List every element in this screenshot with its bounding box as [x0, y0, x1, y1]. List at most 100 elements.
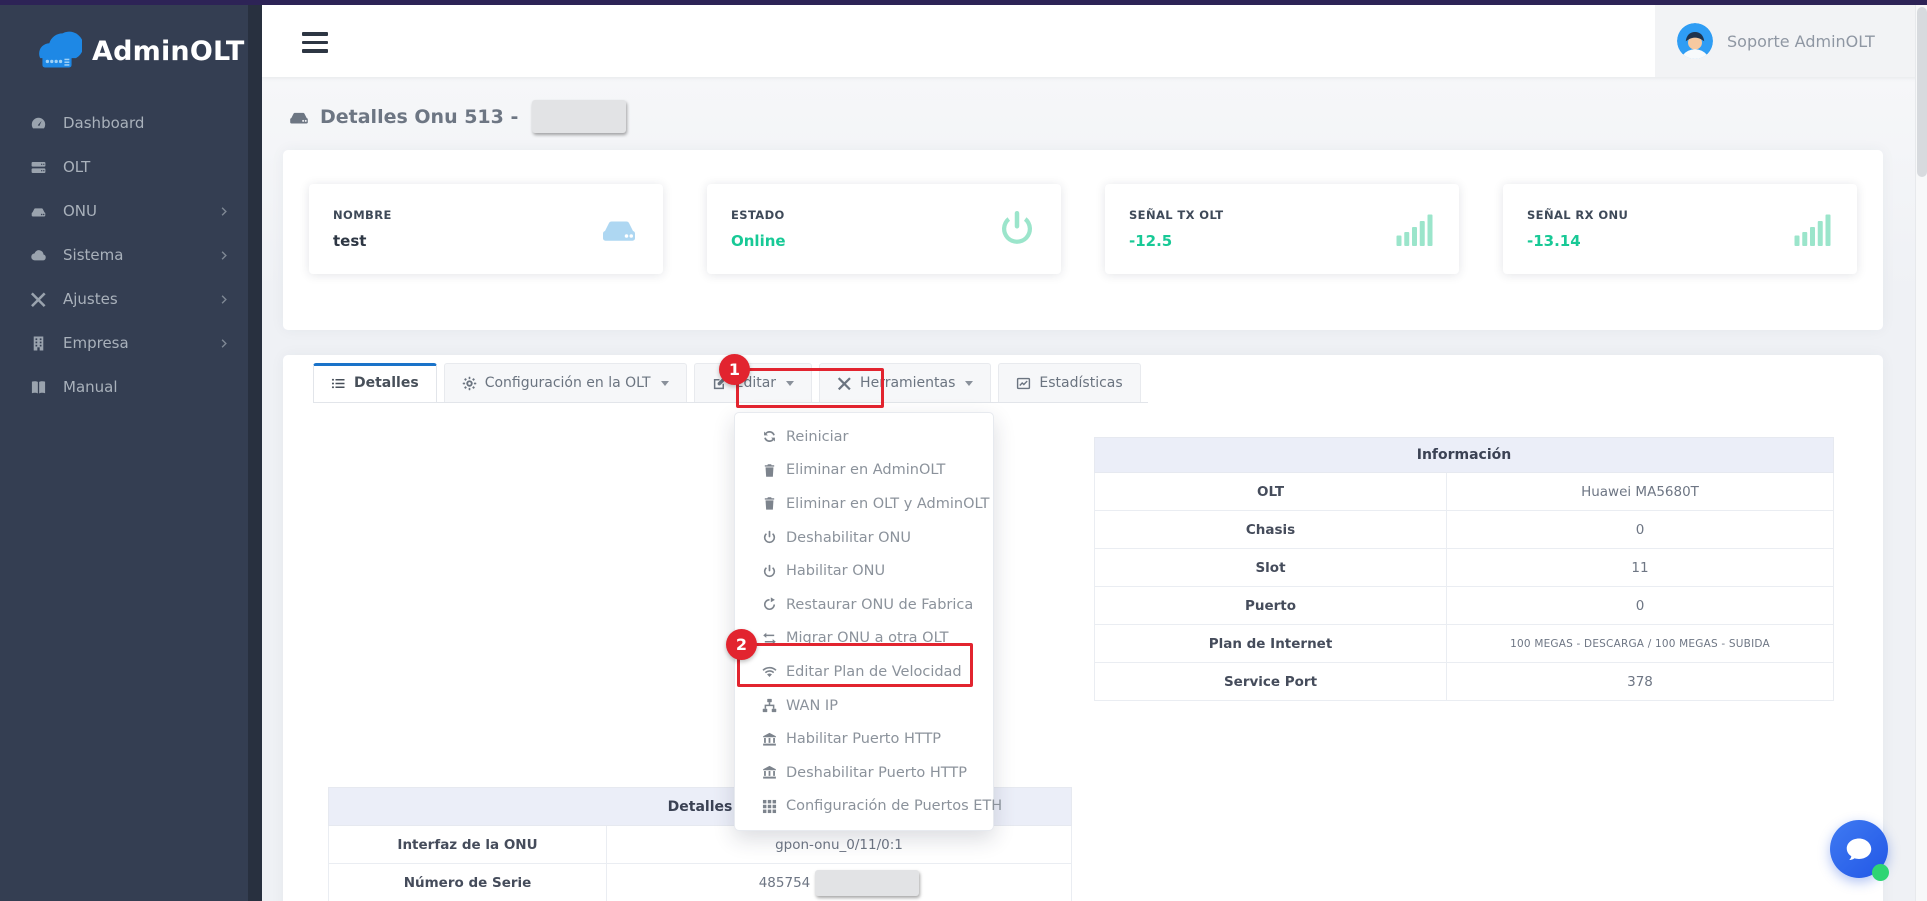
page-scrollbar[interactable] [1915, 5, 1927, 901]
menu-item-label: Restaurar ONU de Fabrica [786, 596, 974, 613]
info-row-label: Slot [1094, 548, 1447, 587]
sync-icon [762, 429, 777, 444]
menu-item-editar-plan-de-velocidad[interactable]: Editar Plan de Velocidad [735, 655, 993, 689]
tools-icon [837, 376, 852, 391]
trash-icon [762, 463, 777, 478]
menu-item-restaurar-onu-de-fabrica[interactable]: Restaurar ONU de Fabrica [735, 588, 993, 622]
sidebar-item-sistema[interactable]: Sistema [0, 233, 248, 277]
sidebar-item-dashboard[interactable]: Dashboard [0, 101, 248, 145]
menu-item-wan-ip[interactable]: WAN IP [735, 689, 993, 723]
user-name: Soporte AdminOLT [1727, 31, 1875, 51]
sidebar-menu: Dashboard OLT ONU Sistema Ajustes Empresa Manu… [0, 101, 248, 409]
chevron-right-icon [219, 206, 230, 217]
sidebar-item-label: ONU [63, 202, 98, 220]
top-header: Soporte AdminOLT [262, 5, 1927, 77]
sidebar-item-ajustes[interactable]: Ajustes [0, 277, 248, 321]
page-title: Detalles Onu 513 - [288, 100, 627, 133]
menu-item-label: Configuración de Puertos ETH [786, 798, 1003, 815]
tab-estadísticas[interactable]: Estadísticas [998, 363, 1141, 402]
stats-row: NOMBRE test ESTADO Online SEÑAL TX OLT -12.5 S… [283, 150, 1883, 308]
annotation-badge-2: 2 [726, 629, 757, 660]
info-row-label: OLT [1094, 472, 1447, 511]
caret-down-icon [965, 380, 974, 386]
user-menu[interactable]: Soporte AdminOLT [1655, 5, 1915, 77]
menu-item-migrar-onu-a-otra-olt[interactable]: Migrar ONU a otra OLT [735, 622, 993, 656]
tab-detalles[interactable]: Detalles [313, 363, 437, 402]
sidebar-edge-strip [248, 5, 262, 901]
scrollbar-thumb[interactable] [1917, 7, 1927, 177]
menu-item-label: Deshabilitar ONU [786, 529, 912, 546]
tools-dropdown-menu: Reiniciar Eliminar en AdminOLT Eliminar en… [734, 412, 1002, 832]
power-icon [762, 530, 777, 545]
tab-configuración-en-la-olt[interactable]: Configuración en la OLT [443, 363, 687, 402]
stat-card-value: -12.5 [1129, 232, 1173, 250]
page-title-text: Detalles Onu 513 - [320, 105, 519, 128]
signal-icon [1793, 209, 1833, 249]
tab-editar[interactable]: Editar [693, 363, 813, 402]
details-table-row: Número de Serie 485754 [328, 863, 1072, 901]
caret-down-icon [786, 380, 795, 386]
sitemap-icon [762, 698, 777, 713]
info-row-value: 11 [1446, 548, 1834, 587]
signal-icon [1395, 209, 1435, 249]
stat-card-se-al-tx-olt: SEÑAL TX OLT -12.5 [1105, 184, 1459, 274]
list-icon [331, 376, 346, 391]
menu-item-label: Eliminar en OLT y AdminOLT [786, 495, 990, 512]
hamburger-menu-icon[interactable] [302, 32, 328, 53]
menu-item-label: Reiniciar [786, 428, 849, 445]
tab-herramientas[interactable]: Herramientas [819, 363, 992, 402]
tab-label: Herramientas [860, 375, 956, 391]
menu-item-habilitar-onu[interactable]: Habilitar ONU [735, 554, 993, 588]
brand[interactable]: AdminOLT [0, 5, 248, 83]
menu-item-deshabilitar-onu[interactable]: Deshabilitar ONU [735, 521, 993, 555]
onu-details-table: Detalles Interfaz de la ONU gpon-onu_0/11… [328, 787, 1072, 901]
sidebar-item-manual[interactable]: Manual [0, 365, 248, 409]
sidebar-item-empresa[interactable]: Empresa [0, 321, 248, 365]
sidebar-item-label: Empresa [63, 334, 129, 352]
exchange-icon [762, 631, 777, 646]
info-table-row: Puerto 0 [1094, 586, 1834, 625]
avatar [1677, 23, 1713, 59]
stat-card-estado: ESTADO Online [707, 184, 1061, 274]
bank-icon [762, 732, 777, 747]
info-row-value: 0 [1446, 510, 1834, 549]
info-row-value: 100 MEGAS - DESCARGA / 100 MEGAS - SUBID… [1446, 624, 1834, 663]
menu-item-label: Editar Plan de Velocidad [786, 663, 962, 680]
info-table: Información OLT Huawei MA5680T Chasis 0 Slot… [1094, 437, 1834, 701]
chart-icon [1016, 376, 1031, 391]
info-table-row: Service Port 378 [1094, 662, 1834, 701]
menu-item-reiniciar[interactable]: Reiniciar [735, 420, 993, 454]
details-row-value: 485754 [606, 863, 1072, 901]
menu-item-label: Habilitar ONU [786, 563, 886, 580]
brand-logo-icon [39, 31, 82, 68]
info-table-row: Chasis 0 [1094, 510, 1834, 549]
grid-icon [762, 799, 777, 814]
building-icon [30, 335, 47, 352]
chat-online-dot [1872, 864, 1889, 881]
menu-item-configuración-de-puertos-eth[interactable]: Configuración de Puertos ETH [735, 790, 1002, 824]
menu-item-habilitar-puerto-http[interactable]: Habilitar Puerto HTTP [735, 722, 993, 756]
info-table-title: Información [1094, 437, 1834, 473]
details-row-value-text: 485754 [758, 874, 811, 891]
trash-icon [762, 496, 777, 511]
tools-icon [30, 291, 47, 308]
sidebar-item-olt[interactable]: OLT [0, 145, 248, 189]
wifi-icon [762, 664, 777, 679]
top-accent-strip [0, 0, 1927, 5]
menu-item-eliminar-en-adminolt[interactable]: Eliminar en AdminOLT [735, 454, 993, 488]
details-row-label: Número de Serie [328, 863, 607, 901]
info-row-value: 0 [1446, 586, 1834, 625]
cloud-icon [30, 247, 47, 264]
redo-icon [762, 597, 777, 612]
info-row-label: Chasis [1094, 510, 1447, 549]
details-row-label: Interfaz de la ONU [328, 825, 607, 864]
menu-item-eliminar-en-olt-y-adminolt[interactable]: Eliminar en OLT y AdminOLT [735, 487, 993, 521]
details-table-row: Interfaz de la ONU gpon-onu_0/11/0:1 [328, 825, 1072, 864]
info-table-row: Slot 11 [1094, 548, 1834, 587]
menu-item-label: Migrar ONU a otra OLT [786, 630, 949, 647]
power-icon [762, 564, 777, 579]
brand-name: AdminOLT [92, 35, 245, 67]
sidebar-item-onu[interactable]: ONU [0, 189, 248, 233]
server-icon [30, 159, 47, 176]
menu-item-deshabilitar-puerto-http[interactable]: Deshabilitar Puerto HTTP [735, 756, 993, 790]
